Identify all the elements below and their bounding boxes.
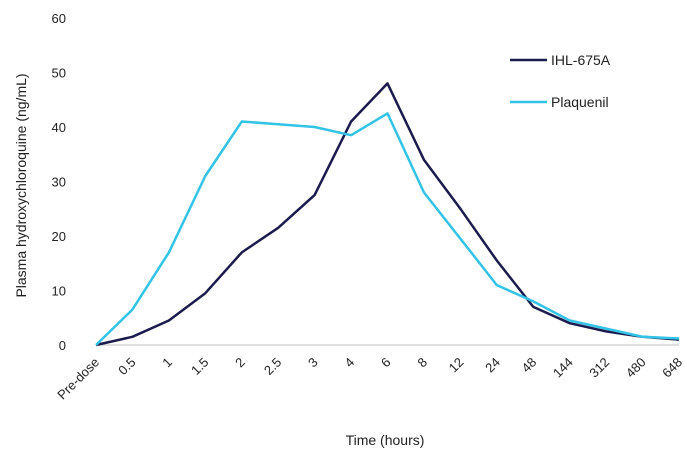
x-tick-label: 480 (623, 355, 649, 381)
y-tick-label: 10 (52, 284, 66, 299)
x-tick-label: 0.5 (115, 355, 138, 378)
y-axis-title: Plasma hydroxychloroquine (ng/mL) (13, 73, 29, 297)
legend-label: Plaquenil (551, 94, 609, 110)
x-tick-label: 6 (378, 355, 394, 371)
y-tick-label: 20 (52, 229, 66, 244)
x-tick-label: 3 (305, 355, 321, 371)
y-tick-label: 50 (52, 66, 66, 81)
y-tick-label: 60 (52, 11, 66, 26)
series-lines (95, 82, 680, 347)
y-axis-ticks: 0 10 20 30 40 50 60 (52, 11, 66, 353)
x-tick-label: 648 (659, 355, 685, 381)
x-tick-label: 1.5 (188, 355, 211, 378)
x-tick-label: 1 (159, 355, 175, 371)
x-tick-label: 12 (446, 355, 467, 376)
series-line-ihl-675a (95, 82, 680, 347)
x-axis-ticks: Pre-dose 0.5 1 1.5 2 2.5 3 4 6 8 12 24 48 144 312 480 64… (54, 355, 685, 403)
x-tick-label: 144 (550, 355, 576, 381)
legend: IHL-675A Plaquenil (510, 52, 611, 110)
y-tick-label: 30 (52, 175, 66, 190)
x-tick-label: 48 (519, 355, 540, 376)
x-tick-label: 24 (482, 355, 503, 376)
x-tick-label: 2.5 (261, 355, 284, 378)
y-tick-label: 40 (52, 120, 66, 135)
x-axis-title: Time (hours) (346, 432, 425, 448)
x-tick-label: 8 (414, 355, 430, 371)
y-tick-label: 0 (59, 338, 66, 353)
legend-item: Plaquenil (510, 94, 609, 110)
x-tick-label: 312 (586, 355, 612, 381)
x-tick-label: Pre-dose (54, 355, 102, 403)
legend-item: IHL-675A (510, 52, 611, 68)
x-tick-label: 2 (232, 355, 248, 371)
x-tick-label: 4 (341, 355, 357, 371)
series-line-plaquenil (95, 112, 680, 346)
legend-label: IHL-675A (551, 52, 611, 68)
